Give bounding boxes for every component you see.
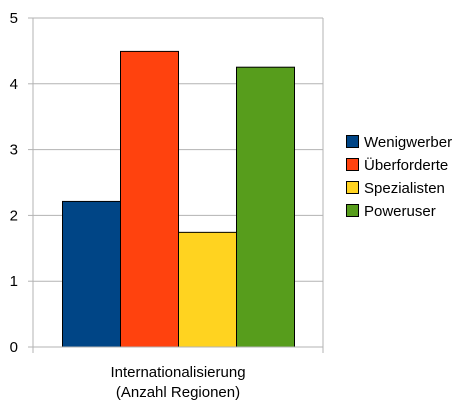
category-label-line-1: Internationalisierung: [110, 364, 245, 381]
legend-label-poweruser: Poweruser: [364, 203, 436, 220]
bars: [62, 50, 295, 348]
y-tick-label-0: 0: [10, 339, 18, 356]
y-tick-label-3: 3: [10, 142, 18, 159]
legend-swatch-spezialisten: [346, 181, 359, 194]
y-tick-label-1: 1: [10, 273, 18, 290]
category-label-line-2: (Anzahl Regionen): [116, 384, 240, 401]
y-tick-label-2: 2: [10, 207, 18, 224]
y-tick-label-5: 5: [10, 10, 18, 27]
bar-wenigwerber: [62, 200, 121, 348]
bar-poweruser: [236, 66, 295, 348]
y-tick-label-4: 4: [10, 76, 18, 93]
legend-label-wenigwerber: Wenigwerber: [364, 134, 452, 151]
legend-swatch-poweruser: [346, 204, 359, 217]
x-axis-category-label: Internationalisierung (Anzahl Regionen): [110, 364, 245, 401]
legend: Wenigwerber Überforderte Spezialisten Power…: [346, 134, 452, 220]
bar-überforderte: [120, 50, 179, 348]
legend-swatch-überforderte: [346, 158, 359, 171]
legend-swatch-wenigwerber: [346, 135, 359, 148]
y-axis-tick-labels: 0 1 2 3 4 5: [10, 10, 18, 356]
legend-label-überforderte: Überforderte: [364, 156, 448, 174]
legend-label-spezialisten: Spezialisten: [364, 180, 445, 197]
axes: [28, 17, 324, 353]
bar-spezialisten: [178, 231, 237, 348]
